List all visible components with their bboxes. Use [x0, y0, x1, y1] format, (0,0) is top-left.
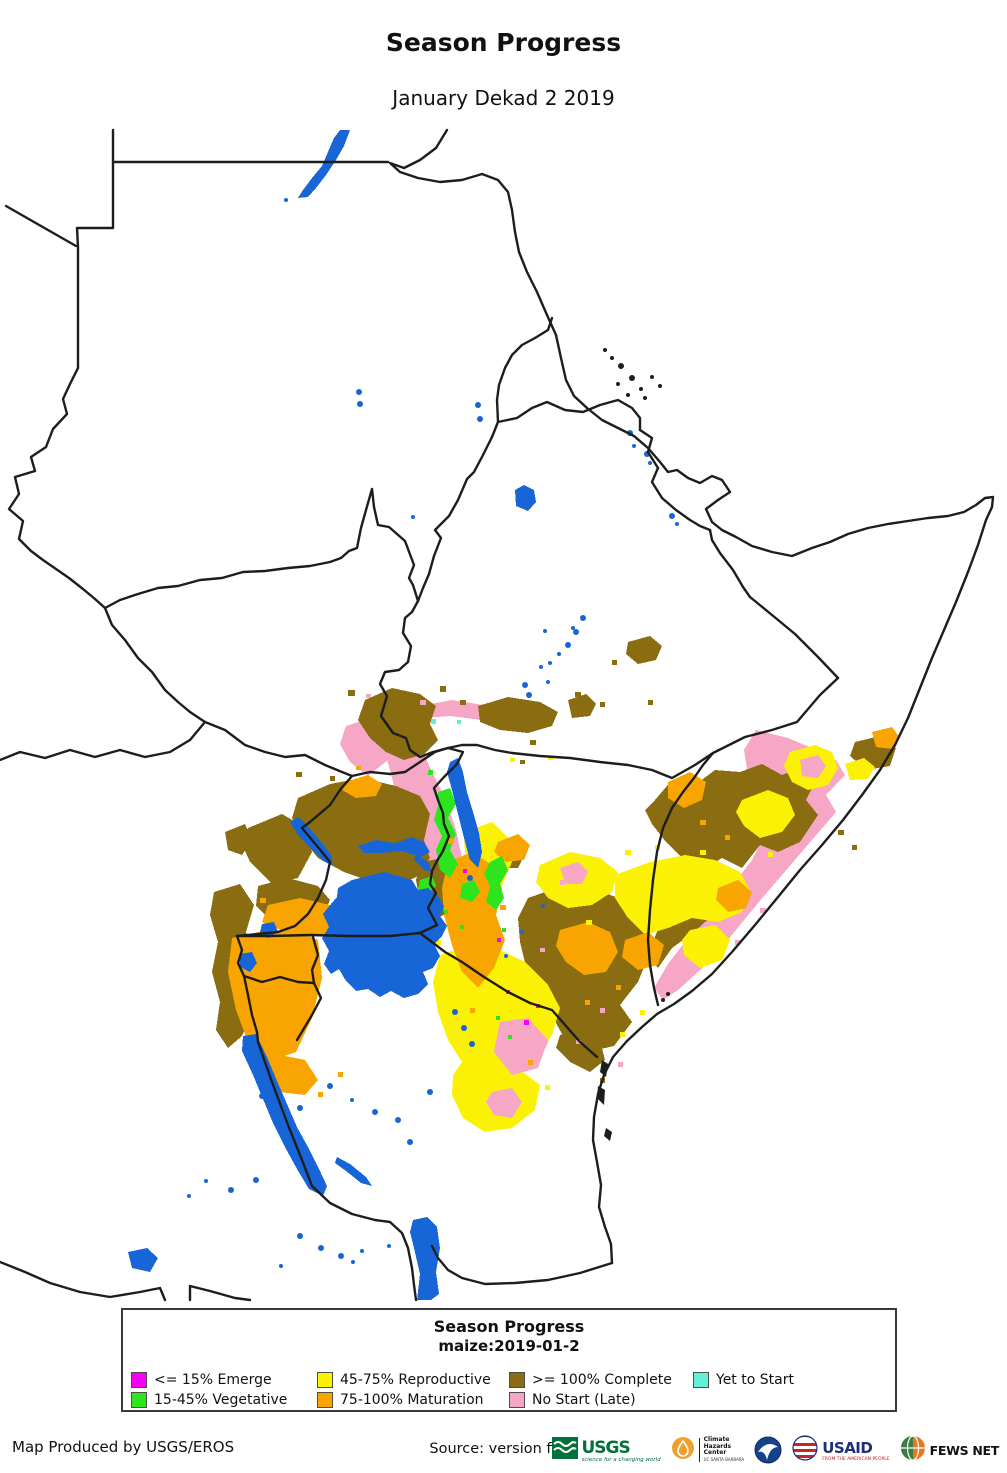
legend-title: Season Progress [433, 1317, 585, 1336]
legend-item: No Start (Late) [509, 1392, 636, 1408]
usaid-logo: USAID FROM THE AMERICAN PEOPLE [792, 1435, 890, 1465]
legend-label: Yet to Start [716, 1372, 794, 1388]
usaid-wordmark: USAID [822, 1439, 873, 1457]
map-title: Season Progress [385, 28, 622, 57]
legend-label: 75-100% Maturation [340, 1392, 484, 1408]
chc-logo: Climate Hazards Center UC SANTA BARBARA [671, 1436, 745, 1464]
legend-label: <= 15% Emerge [154, 1372, 272, 1388]
legend-label: 45-75% Reproductive [340, 1372, 491, 1388]
legend-swatch [131, 1372, 147, 1388]
chc-drop-icon [671, 1436, 695, 1464]
usaid-emblem-icon [792, 1435, 818, 1465]
legend-item: Yet to Start [693, 1372, 794, 1388]
usgs-wordmark: USGS [581, 1437, 631, 1458]
legend-item: 75-100% Maturation [317, 1392, 484, 1408]
chc-text: Climate Hazards Center UC SANTA BARBARA [703, 1436, 745, 1463]
legend-label: No Start (Late) [532, 1392, 636, 1408]
legend-item: <= 15% Emerge [131, 1372, 272, 1388]
footer-source-text: Source: version final [429, 1441, 578, 1457]
usgs-tagline: science for a changing world [581, 1456, 661, 1463]
map-subtitle: January Dekad 2 2019 [392, 86, 615, 110]
legend-swatch [509, 1372, 525, 1388]
legend-swatch [317, 1392, 333, 1408]
usgs-logo: USGS science for a changing world [551, 1435, 661, 1465]
legend-swatch [317, 1372, 333, 1388]
legend-swatch [131, 1392, 147, 1408]
chc-divider [698, 1438, 700, 1462]
fewsnet-logo: FEWS NET [900, 1435, 999, 1465]
legend-subtitle: maize:2019-01-2 [438, 1337, 580, 1355]
legend-swatch [509, 1392, 525, 1408]
footer-produced-text: Map Produced by USGS/EROS [12, 1438, 235, 1456]
legend-box: Season Progress maize:2019-01-2 <= 15% E… [121, 1308, 897, 1412]
legend-swatch [693, 1372, 709, 1388]
footer-logos: USGS science for a changing world Climate… [551, 1431, 999, 1469]
chc-lines: Climate Hazards Center [703, 1436, 732, 1456]
legend-label: 15-45% Vegetative [154, 1392, 288, 1408]
fewsnet-wordmark: FEWS NET [929, 1442, 1000, 1458]
legend-item: 15-45% Vegetative [131, 1392, 287, 1408]
legend-label: >= 100% Complete [532, 1372, 672, 1388]
usgs-waves-icon [551, 1435, 578, 1465]
noaa-logo [754, 1436, 782, 1464]
legend-item: 45-75% Reproductive [317, 1372, 491, 1388]
usaid-tagline: FROM THE AMERICAN PEOPLE [822, 1457, 890, 1462]
fewsnet-globe-icon [900, 1435, 926, 1465]
legend-item: >= 100% Complete [509, 1372, 672, 1388]
chc-subtext: UC SANTA BARBARA [703, 1456, 745, 1462]
